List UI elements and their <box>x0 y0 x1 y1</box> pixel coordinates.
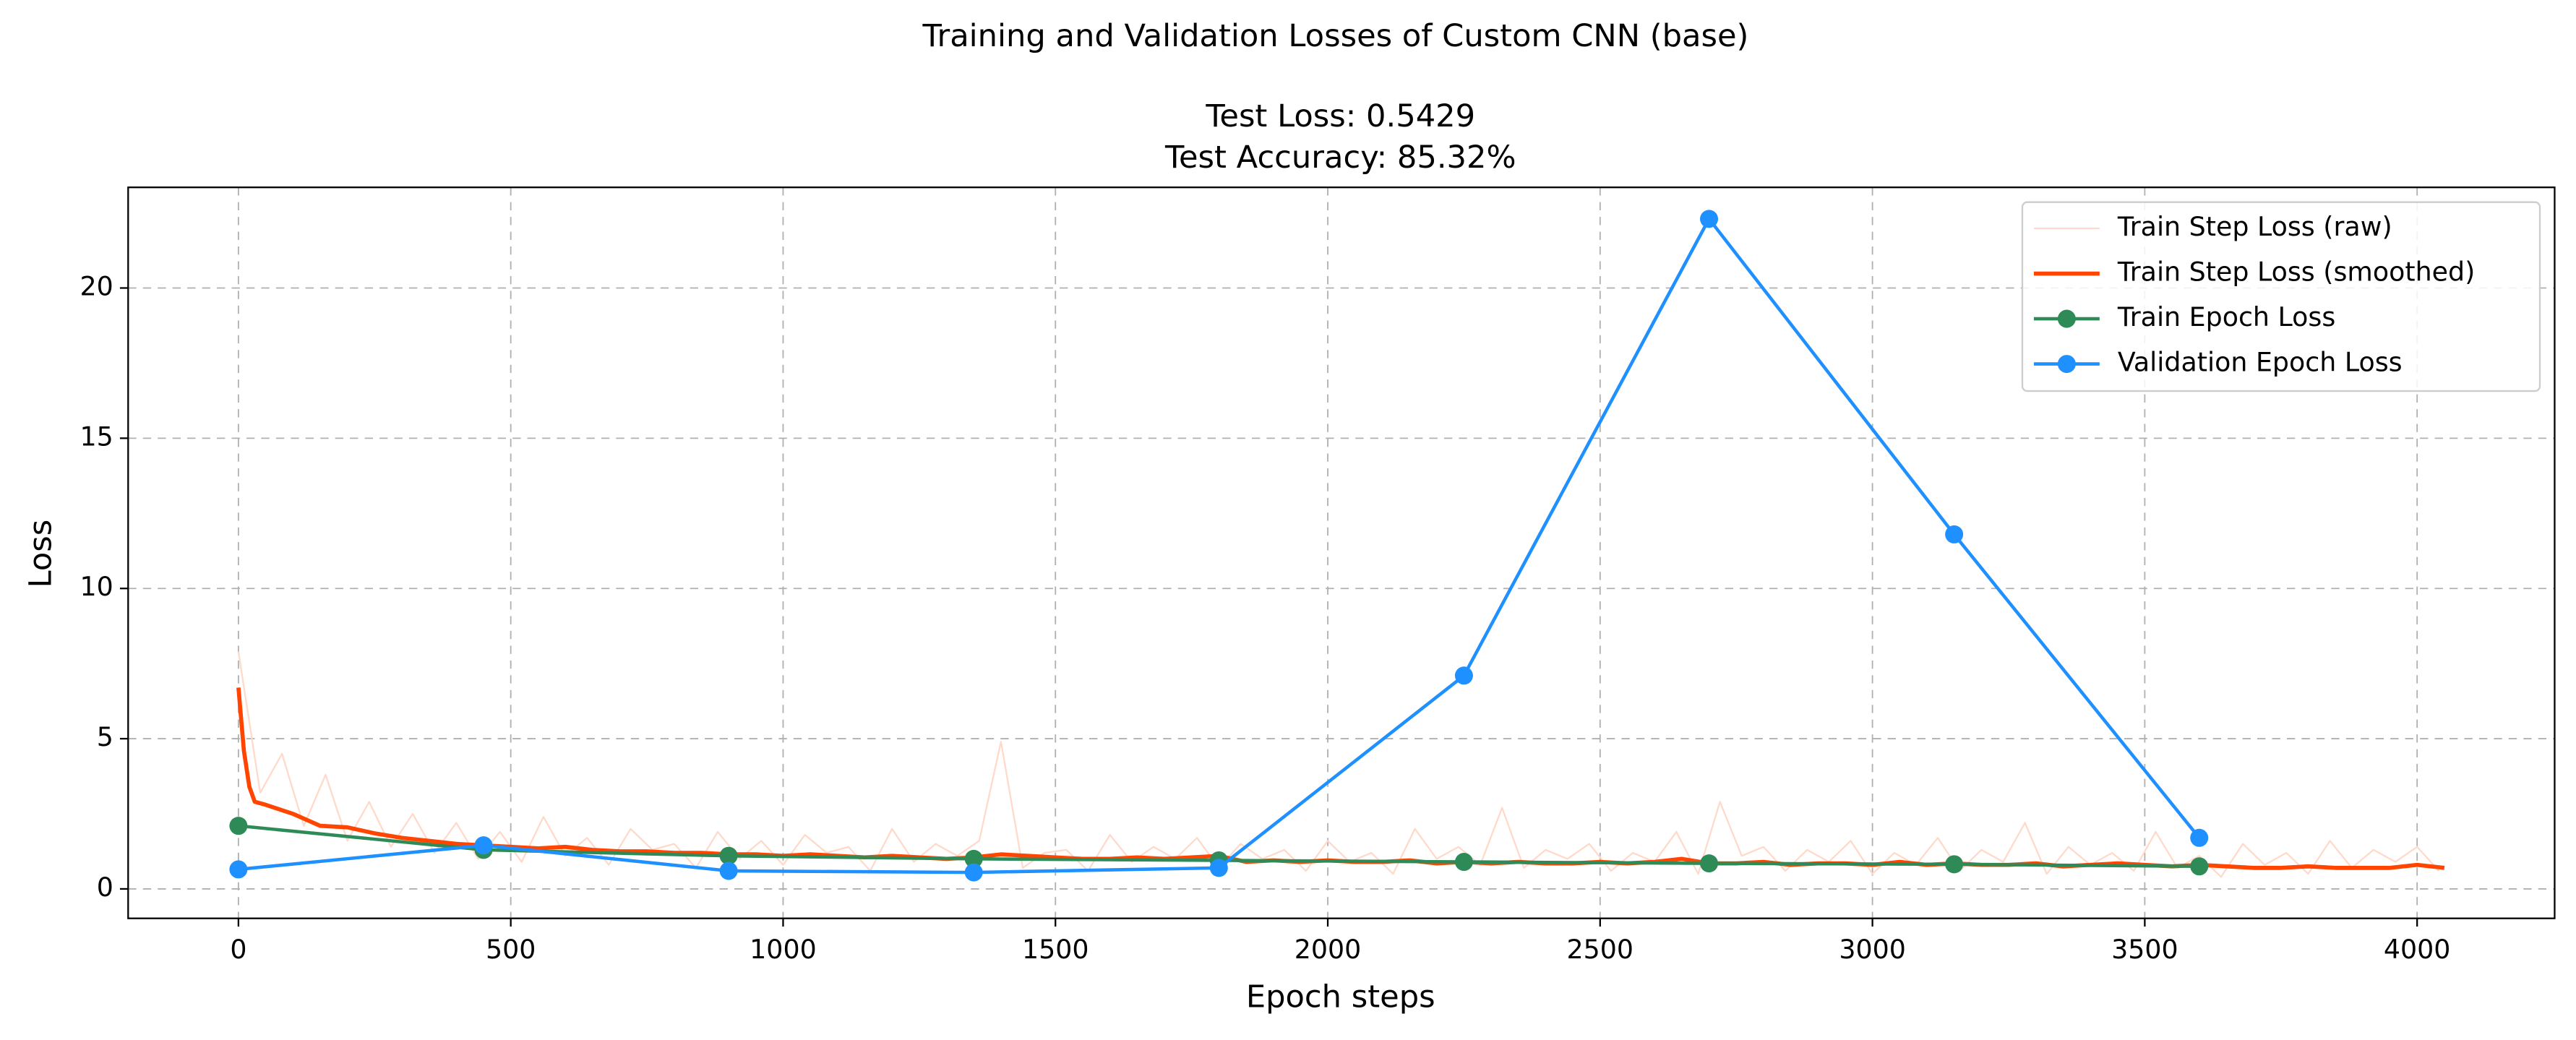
data-point <box>1454 666 1473 685</box>
x-tick-label: 3000 <box>1839 934 1906 965</box>
x-tick-label: 1000 <box>750 934 817 965</box>
data-point <box>719 846 738 865</box>
x-tick-label: 500 <box>486 934 536 965</box>
legend-marker <box>2057 355 2076 374</box>
data-point <box>1700 210 1719 228</box>
y-tick-label: 15 <box>80 421 113 452</box>
data-point <box>719 861 738 880</box>
y-tick-label: 5 <box>97 721 113 752</box>
y-tick-label: 20 <box>80 270 113 301</box>
x-tick-label: 2000 <box>1295 934 1362 965</box>
chart-title: Training and Validation Losses of Custom… <box>922 18 1748 54</box>
chart-subtitle: Test Accuracy: 85.32% <box>1164 139 1516 176</box>
legend-label: Validation Epoch Loss <box>2118 347 2403 378</box>
chart-subtitle: Test Loss: 0.5429 <box>1205 98 1475 134</box>
plot-frame <box>127 186 2556 919</box>
data-point <box>229 860 248 879</box>
y-tick-label: 0 <box>97 872 113 903</box>
x-tick-label: 1500 <box>1022 934 1089 965</box>
x-tick-label: 3500 <box>2111 934 2178 965</box>
legend-label: Train Step Loss (smoothed) <box>2117 257 2475 288</box>
data-point <box>1454 853 1473 872</box>
y-axis-label: Loss <box>23 520 59 588</box>
data-point <box>1945 855 1964 874</box>
legend-label: Train Epoch Loss <box>2117 301 2335 332</box>
data-point <box>1945 525 1964 543</box>
x-tick-label: 0 <box>230 934 246 965</box>
x-tick-label: 2500 <box>1567 934 1634 965</box>
x-tick-label: 4000 <box>2384 934 2451 965</box>
data-point <box>1209 859 1228 877</box>
data-line <box>237 651 2440 878</box>
data-point <box>964 849 983 868</box>
data-point <box>1700 854 1719 873</box>
data-point <box>229 817 248 835</box>
legend-label: Train Step Loss (raw) <box>2117 211 2392 242</box>
y-tick-label: 10 <box>80 571 113 602</box>
legend-marker <box>2057 309 2076 328</box>
data-point <box>964 863 983 882</box>
x-axis-label: Epoch steps <box>1246 979 1435 1015</box>
legend-box <box>2021 201 2541 392</box>
data-point <box>474 836 493 855</box>
data-point <box>2190 857 2209 876</box>
legend: Train Step Loss (raw) Train Step Loss (sm… <box>2021 201 2541 392</box>
data-point <box>2190 828 2209 847</box>
